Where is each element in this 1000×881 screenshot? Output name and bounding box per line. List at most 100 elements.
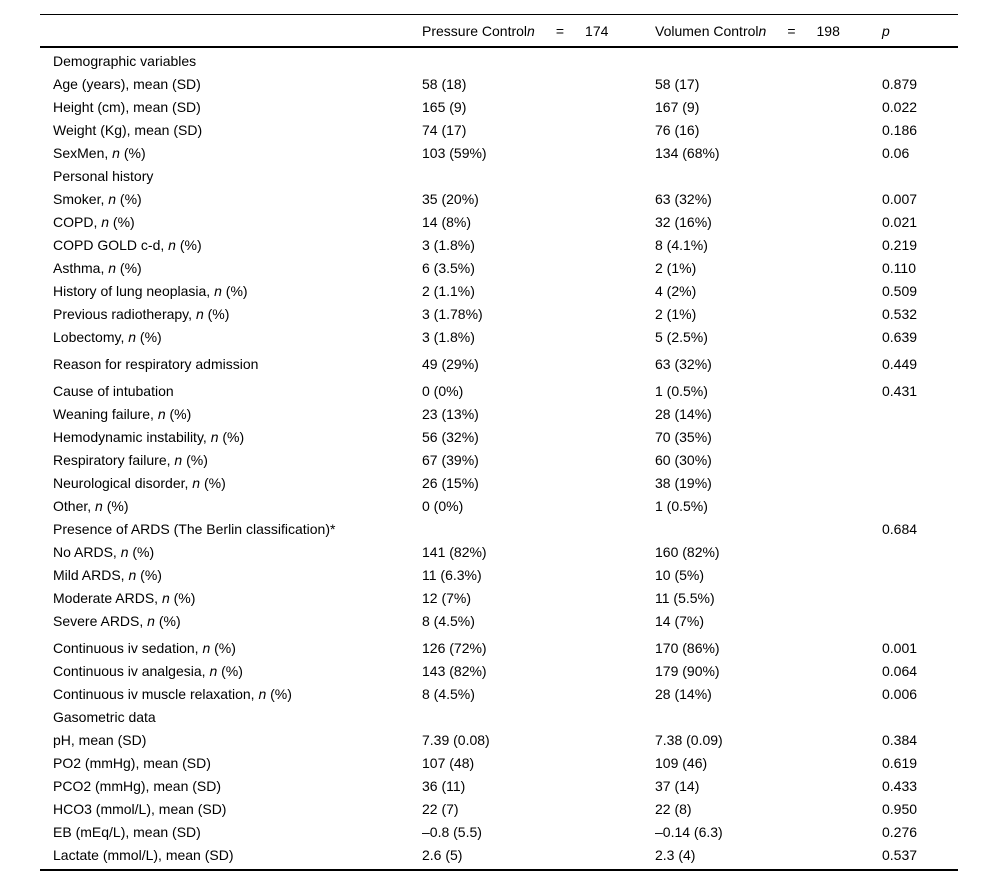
volumen-n-count: 198 (816, 22, 840, 39)
section-header-row: Gasometric data (40, 706, 958, 729)
volumen-control-value: 14 (7%) (655, 613, 705, 629)
pressure-control-value: 126 (72%) (422, 640, 487, 656)
table-bottom-rule (40, 869, 958, 871)
pressure-control-value (422, 518, 655, 541)
volumen-control-value: 37 (14) (655, 778, 700, 794)
pressure-control-value: 12 (7%) (422, 590, 472, 606)
pressure-control-value: 2 (1.1%) (422, 283, 475, 299)
row-label-n-symbol: n (95, 498, 103, 514)
p-value (882, 587, 958, 610)
table-row: Lobectomy, n (%) 3 (1.8%) 5 (2.5%) 0.639 (40, 326, 958, 349)
table-row: Continuous iv sedation, n (%) 126 (72%) 17… (40, 637, 958, 660)
p-value: 0.06 (882, 145, 910, 161)
p-value (882, 403, 958, 426)
row-label-n-symbol: n (120, 544, 129, 560)
row-label: EB (mEq/L), mean (SD) (53, 821, 422, 844)
volumen-control-value: 70 (35%) (655, 429, 712, 445)
row-label-n-symbol: n (258, 686, 267, 702)
table-row: COPD GOLD c-d, n (%) 3 (1.8%) 8 (4.1%) 0.21… (40, 234, 958, 257)
p-value: 0.532 (882, 306, 918, 322)
row-label-suffix: (%) (165, 406, 192, 422)
volumen-control-value (655, 518, 882, 541)
pressure-control-value: –0.8 (5.5) (422, 824, 482, 840)
p-value: 0.879 (882, 76, 918, 92)
pressure-equals: = (555, 22, 565, 39)
p-value: 0.509 (882, 283, 918, 299)
volumen-control-value: 109 (46) (655, 755, 708, 771)
p-value (882, 165, 958, 188)
volumen-control-value: 1 (0.5%) (655, 498, 708, 514)
pressure-control-value: 74 (17) (422, 122, 467, 138)
p-value: 0.001 (882, 640, 918, 656)
volumen-control-value: 2.3 (4) (655, 847, 696, 863)
row-label-n-symbol: n (157, 406, 166, 422)
row-label-text: Asthma, (53, 260, 109, 276)
volumen-n-symbol: n (758, 22, 767, 39)
p-value (882, 449, 958, 472)
pressure-control-value: 8 (4.5%) (422, 686, 475, 702)
pressure-control-value: 3 (1.8%) (422, 329, 475, 345)
row-label-n-symbol: n (128, 329, 137, 345)
volumen-control-value: 63 (32%) (655, 191, 712, 207)
row-label-text: Gasometric data (53, 709, 156, 725)
row-label-n-symbol: n (101, 214, 110, 230)
row-label-text: Other, (53, 498, 96, 514)
row-label: PO2 (mmHg), mean (SD) (53, 752, 422, 775)
row-label: Gasometric data (53, 706, 422, 729)
p-value (882, 472, 958, 495)
table-row: Continuous iv muscle relaxation, n (%) 8 … (40, 683, 958, 706)
table-row: Lactate (mmol/L), mean (SD) 2.6 (5) 2.3 (4… (40, 844, 958, 867)
row-label: No ARDS, n (%) (53, 541, 422, 564)
table-row: No ARDS, n (%) 141 (82%) 160 (82%) (40, 541, 958, 564)
p-value (882, 495, 958, 518)
row-label: COPD GOLD c-d, n (%) (53, 234, 422, 257)
row-label-text: Weight (Kg), mean (SD) (53, 122, 203, 138)
table-row: Previous radiotherapy, n (%) 3 (1.78%) 2 (… (40, 303, 958, 326)
row-label-suffix: (%) (221, 283, 248, 299)
table-row: Asthma, n (%) 6 (3.5%) 2 (1%) 0.110 (40, 257, 958, 280)
pressure-control-value: 2.6 (5) (422, 847, 463, 863)
volumen-equals: = (787, 22, 796, 39)
row-label: Neurological disorder, n (%) (53, 472, 422, 495)
header-pressure-control: Pressure Controln = 174 (422, 23, 655, 39)
row-label: Moderate ARDS, n (%) (53, 587, 422, 610)
row-label-suffix: (%) (136, 567, 162, 583)
p-value: 0.186 (882, 122, 918, 138)
pressure-control-value: 0 (0%) (422, 383, 464, 399)
p-value: 0.950 (882, 801, 918, 817)
pressure-n-count: 174 (585, 22, 609, 39)
row-label: COPD, n (%) (53, 211, 422, 234)
table-row: Other, n (%) 0 (0%) 1 (0.5%) (40, 495, 958, 518)
row-label: Cause of intubation (53, 380, 422, 403)
row-label-suffix: (%) (175, 237, 202, 253)
volumen-control-value: 58 (17) (655, 76, 700, 92)
row-label-suffix: (%) (182, 452, 208, 468)
volumen-control-value: 28 (14%) (655, 406, 712, 422)
row-label-text: History of lung neoplasia, (53, 283, 215, 299)
row-label-text: Lactate (mmol/L), mean (SD) (53, 847, 234, 863)
volumen-control-value: 5 (2.5%) (655, 329, 708, 345)
p-value (882, 426, 958, 449)
volumen-control-value: 7.38 (0.09) (655, 732, 723, 748)
row-label-n-symbol: n (192, 475, 201, 491)
row-label: Height (cm), mean (SD) (53, 96, 422, 119)
row-label-text: Reason for respiratory admission (53, 356, 259, 372)
row-label: Asthma, n (%) (53, 257, 422, 280)
p-value: 0.007 (882, 191, 918, 207)
clinical-comparison-table: Pressure Controln = 174 Volumen Controln = 1… (40, 14, 958, 871)
volumen-control-value (655, 165, 882, 188)
p-value: 0.449 (882, 356, 918, 372)
table-row: PO2 (mmHg), mean (SD) 107 (48) 109 (46) 0.6… (40, 752, 958, 775)
pressure-control-value: 6 (3.5%) (422, 260, 475, 276)
table-row: Respiratory failure, n (%) 67 (39%) 60 (30… (40, 449, 958, 472)
table-row: HCO3 (mmol/L), mean (SD) 22 (7) 22 (8) 0.95… (40, 798, 958, 821)
row-label: Previous radiotherapy, n (%) (53, 303, 422, 326)
p-value (882, 610, 958, 633)
row-label-suffix: (%) (128, 544, 155, 560)
volumen-control-value: 22 (8) (655, 801, 692, 817)
row-label-suffix: (%) (102, 498, 129, 514)
row-label-n-symbol: n (195, 306, 204, 322)
p-value (882, 541, 958, 564)
pressure-control-value: 103 (59%) (422, 145, 487, 161)
